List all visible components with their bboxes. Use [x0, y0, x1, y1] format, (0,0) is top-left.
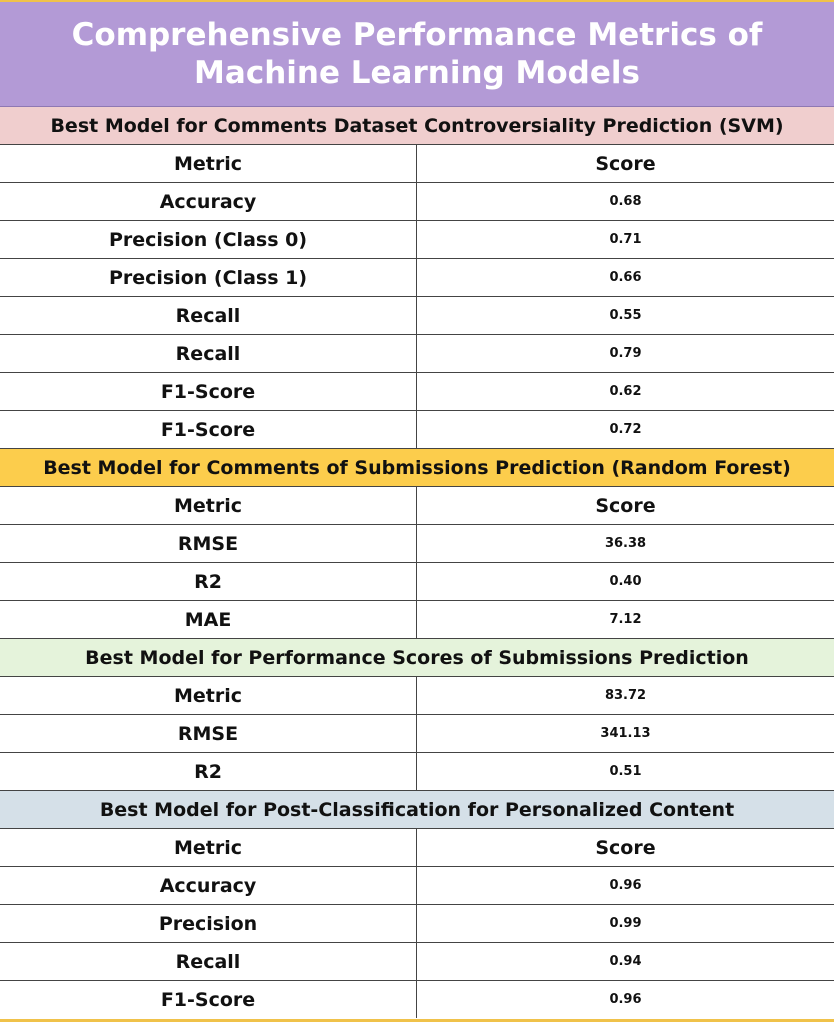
- score-cell: 341.13: [600, 726, 651, 741]
- section-header: Best Model for Post-Classification for P…: [0, 791, 834, 829]
- section-svm: Best Model for Comments Dataset Controve…: [0, 107, 834, 449]
- table-header-row: Metric Score: [0, 145, 834, 183]
- metric-cell: Precision (Class 1): [0, 259, 417, 296]
- metric-cell: R2: [0, 563, 417, 600]
- title-line-1: Comprehensive Performance Metrics of: [71, 17, 763, 53]
- column-header-metric: Metric: [0, 145, 417, 182]
- title-line-2: Machine Learning Models: [194, 55, 640, 91]
- metric-cell: F1-Score: [0, 373, 417, 410]
- metric-cell: Recall: [0, 335, 417, 372]
- section-random-forest: Best Model for Comments of Submissions P…: [0, 449, 834, 639]
- metric-cell: Recall: [0, 297, 417, 334]
- column-header-score: Score: [595, 836, 656, 859]
- score-cell: 0.94: [609, 954, 642, 969]
- score-cell: 0.55: [609, 308, 642, 323]
- metric-cell: MAE: [0, 601, 417, 638]
- section-post-classification: Best Model for Post-Classification for P…: [0, 791, 834, 1018]
- score-cell: 83.72: [604, 688, 647, 703]
- metric-cell: Recall: [0, 943, 417, 980]
- metric-cell: Metric: [0, 677, 417, 714]
- table-row: Precision (Class 1) 0.66: [0, 259, 834, 297]
- column-header-score: Score: [595, 152, 656, 175]
- metric-cell: F1-Score: [0, 411, 417, 448]
- column-header-metric: Metric: [0, 829, 417, 866]
- metric-cell: Precision (Class 0): [0, 221, 417, 258]
- column-header-metric: Metric: [0, 487, 417, 524]
- table-row: F1-Score 0.72: [0, 411, 834, 449]
- table-row: F1-Score 0.96: [0, 981, 834, 1018]
- score-cell: 0.66: [609, 270, 642, 285]
- table-row: F1-Score 0.62: [0, 373, 834, 411]
- metric-cell: Precision: [0, 905, 417, 942]
- table-row: R2 0.40: [0, 563, 834, 601]
- section-performance-scores: Best Model for Performance Scores of Sub…: [0, 639, 834, 791]
- score-cell: 0.51: [609, 764, 642, 779]
- table-row: R2 0.51: [0, 753, 834, 791]
- column-header-score: Score: [595, 494, 656, 517]
- score-cell: 0.40: [609, 574, 642, 589]
- score-cell: 36.38: [604, 536, 647, 551]
- table-row: RMSE 341.13: [0, 715, 834, 753]
- table-row: Recall 0.55: [0, 297, 834, 335]
- metric-cell: Accuracy: [0, 867, 417, 904]
- table-row: Metric 83.72: [0, 677, 834, 715]
- table-row: Precision 0.99: [0, 905, 834, 943]
- table-row: Precision (Class 0) 0.71: [0, 221, 834, 259]
- metric-cell: F1-Score: [0, 981, 417, 1018]
- metric-cell: Accuracy: [0, 183, 417, 220]
- score-cell: 0.96: [609, 878, 642, 893]
- metric-cell: R2: [0, 753, 417, 790]
- table-row: Recall 0.79: [0, 335, 834, 373]
- table-row: RMSE 36.38: [0, 525, 834, 563]
- table-header-row: Metric Score: [0, 487, 834, 525]
- metric-cell: RMSE: [0, 715, 417, 752]
- table-header-row: Metric Score: [0, 829, 834, 867]
- score-cell: 0.72: [609, 422, 642, 437]
- score-cell: 0.79: [609, 346, 642, 361]
- section-header: Best Model for Comments of Submissions P…: [0, 449, 834, 487]
- score-cell: 0.71: [609, 232, 642, 247]
- page-title: Comprehensive Performance Metrics of Mac…: [0, 2, 834, 107]
- score-cell: 7.12: [609, 612, 642, 627]
- table-row: Accuracy 0.96: [0, 867, 834, 905]
- table-row: MAE 7.12: [0, 601, 834, 639]
- score-cell: 0.62: [609, 384, 642, 399]
- score-cell: 0.99: [609, 916, 642, 931]
- table-row: Recall 0.94: [0, 943, 834, 981]
- section-header: Best Model for Performance Scores of Sub…: [0, 639, 834, 677]
- table-row: Accuracy 0.68: [0, 183, 834, 221]
- score-cell: 0.68: [609, 194, 642, 209]
- metric-cell: RMSE: [0, 525, 417, 562]
- section-header: Best Model for Comments Dataset Controve…: [0, 107, 834, 145]
- score-cell: 0.96: [609, 992, 642, 1007]
